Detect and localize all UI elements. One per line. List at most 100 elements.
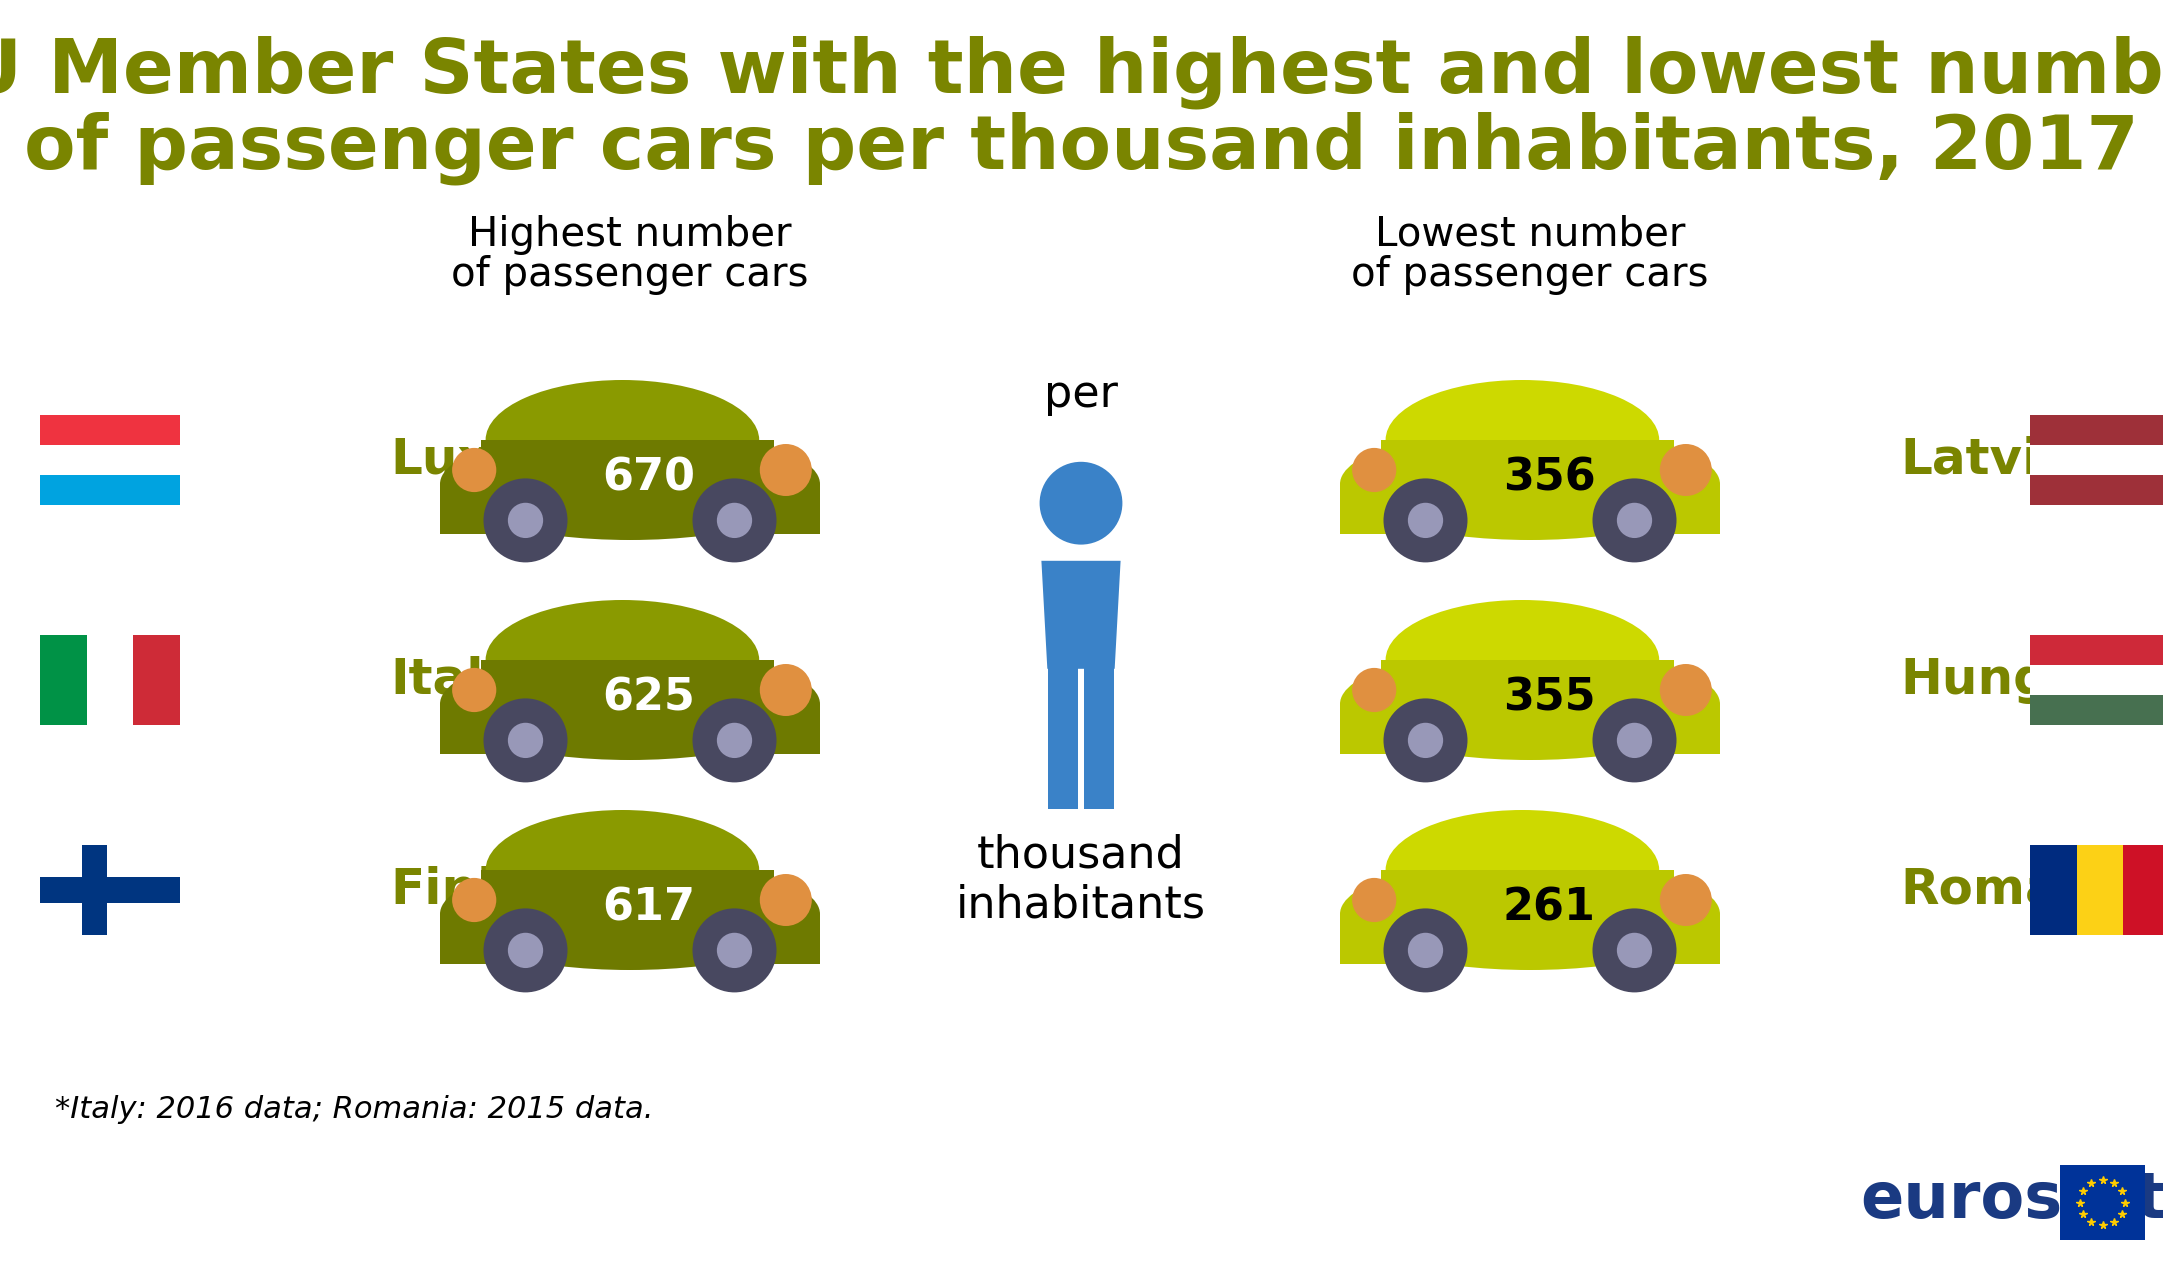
Ellipse shape xyxy=(487,810,759,929)
Text: Highest number: Highest number xyxy=(467,216,792,255)
FancyBboxPatch shape xyxy=(439,914,820,965)
Circle shape xyxy=(452,448,495,492)
Text: 617: 617 xyxy=(603,886,696,929)
Circle shape xyxy=(1352,877,1397,922)
FancyBboxPatch shape xyxy=(480,440,774,505)
Text: Romania*: Romania* xyxy=(1899,866,2163,914)
Bar xyxy=(2031,695,2163,725)
Circle shape xyxy=(692,699,777,782)
Circle shape xyxy=(1384,478,1467,563)
Bar xyxy=(2124,844,2163,935)
Bar xyxy=(39,415,180,445)
Text: 355: 355 xyxy=(1503,677,1596,720)
Ellipse shape xyxy=(1341,429,1720,540)
Bar xyxy=(39,635,87,725)
Text: Italy*: Italy* xyxy=(389,656,543,704)
Text: Finland: Finland xyxy=(389,866,599,914)
Text: Luxembourg: Luxembourg xyxy=(389,436,742,484)
Text: 625: 625 xyxy=(603,677,696,720)
Bar xyxy=(2031,844,2076,935)
Text: 261: 261 xyxy=(1503,886,1596,929)
Circle shape xyxy=(1384,699,1467,782)
Bar xyxy=(2031,445,2163,476)
Circle shape xyxy=(716,933,753,967)
Bar xyxy=(87,635,134,725)
Circle shape xyxy=(1618,933,1653,967)
Circle shape xyxy=(1408,933,1443,967)
FancyBboxPatch shape xyxy=(480,870,774,935)
Circle shape xyxy=(716,723,753,758)
Ellipse shape xyxy=(439,429,820,540)
Circle shape xyxy=(1659,874,1711,926)
Circle shape xyxy=(759,444,811,496)
Ellipse shape xyxy=(1386,380,1659,500)
Text: of passenger cars per thousand inhabitants, 2017: of passenger cars per thousand inhabitan… xyxy=(24,112,2139,185)
Text: 356: 356 xyxy=(1503,456,1596,500)
Circle shape xyxy=(759,664,811,716)
Circle shape xyxy=(508,933,543,967)
Text: thousand
inhabitants: thousand inhabitants xyxy=(956,833,1207,927)
Circle shape xyxy=(452,877,495,922)
Bar xyxy=(82,844,108,935)
Bar xyxy=(2031,664,2163,695)
Circle shape xyxy=(1040,462,1123,544)
Circle shape xyxy=(452,668,495,713)
Bar xyxy=(2076,844,2124,935)
Circle shape xyxy=(1592,699,1676,782)
Circle shape xyxy=(1618,723,1653,758)
Bar xyxy=(39,844,180,935)
Polygon shape xyxy=(1084,656,1114,809)
Circle shape xyxy=(716,502,753,538)
Bar xyxy=(2031,476,2163,505)
Circle shape xyxy=(1408,502,1443,538)
Text: Latvia: Latvia xyxy=(1899,436,2072,484)
Text: EU Member States with the highest and lowest number: EU Member States with the highest and lo… xyxy=(0,36,2163,109)
Ellipse shape xyxy=(1341,648,1720,760)
Circle shape xyxy=(1352,668,1397,713)
Circle shape xyxy=(1384,908,1467,993)
Ellipse shape xyxy=(1341,858,1720,970)
Circle shape xyxy=(508,723,543,758)
Text: of passenger cars: of passenger cars xyxy=(1352,255,1709,295)
Bar xyxy=(134,635,180,725)
Text: eurostat: eurostat xyxy=(1860,1169,2163,1231)
Polygon shape xyxy=(1040,560,1120,668)
Ellipse shape xyxy=(439,858,820,970)
Ellipse shape xyxy=(487,380,759,500)
Circle shape xyxy=(1352,448,1397,492)
Ellipse shape xyxy=(1386,600,1659,720)
Text: of passenger cars: of passenger cars xyxy=(452,255,809,295)
FancyBboxPatch shape xyxy=(1341,704,1720,754)
Bar xyxy=(2031,635,2163,664)
Circle shape xyxy=(1408,723,1443,758)
Text: Hungary: Hungary xyxy=(1899,656,2139,704)
FancyBboxPatch shape xyxy=(480,661,774,725)
Bar xyxy=(2031,415,2163,445)
Text: per: per xyxy=(1045,374,1118,416)
FancyBboxPatch shape xyxy=(1341,914,1720,965)
Circle shape xyxy=(485,478,567,563)
FancyBboxPatch shape xyxy=(439,704,820,754)
FancyBboxPatch shape xyxy=(1380,870,1674,935)
Circle shape xyxy=(692,478,777,563)
Bar xyxy=(39,877,180,903)
FancyBboxPatch shape xyxy=(1380,661,1674,725)
Circle shape xyxy=(1659,444,1711,496)
Circle shape xyxy=(485,908,567,993)
Ellipse shape xyxy=(487,600,759,720)
Circle shape xyxy=(759,874,811,926)
Bar xyxy=(39,476,180,505)
FancyBboxPatch shape xyxy=(439,484,820,534)
FancyBboxPatch shape xyxy=(1341,484,1720,534)
Bar xyxy=(39,445,180,476)
Text: *Italy: 2016 data; Romania: 2015 data.: *Italy: 2016 data; Romania: 2015 data. xyxy=(54,1096,653,1125)
Polygon shape xyxy=(1049,656,1077,809)
FancyBboxPatch shape xyxy=(1380,440,1674,505)
Circle shape xyxy=(1592,908,1676,993)
Circle shape xyxy=(692,908,777,993)
Circle shape xyxy=(1592,478,1676,563)
Ellipse shape xyxy=(439,648,820,760)
Bar xyxy=(2059,1165,2146,1240)
Circle shape xyxy=(508,502,543,538)
Ellipse shape xyxy=(1386,810,1659,929)
